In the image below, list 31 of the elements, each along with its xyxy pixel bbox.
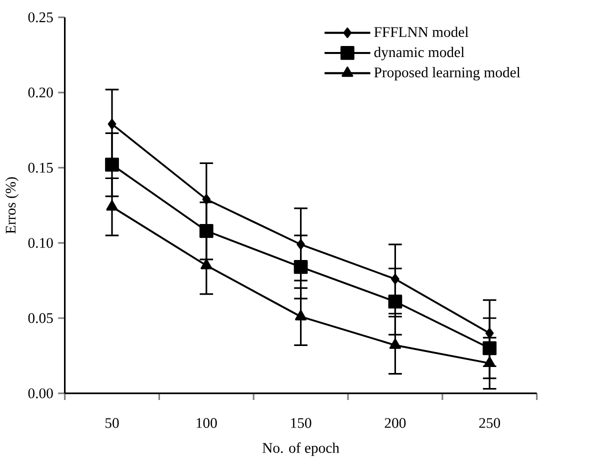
x-tick-label: 200 bbox=[384, 418, 406, 428]
point bbox=[484, 356, 496, 367]
y-tick-label: 0.25 bbox=[28, 12, 53, 22]
legend-label: FFFLNN model bbox=[374, 26, 468, 38]
point bbox=[388, 294, 402, 309]
x-tick-label: 250 bbox=[479, 418, 500, 428]
x-axis-title: No. of epoch bbox=[262, 442, 340, 456]
legend-label: Proposed learning model bbox=[374, 67, 520, 80]
point bbox=[295, 310, 307, 320]
y-tick-label: 0.05 bbox=[28, 313, 53, 324]
point bbox=[391, 274, 400, 284]
point bbox=[200, 258, 212, 270]
legend-label: dynamic model bbox=[374, 46, 464, 60]
point bbox=[105, 158, 119, 172]
x-tick-label: 50 bbox=[106, 418, 119, 428]
point bbox=[199, 224, 214, 238]
point bbox=[108, 118, 116, 130]
point bbox=[389, 338, 401, 349]
y-tick-label: 0.15 bbox=[28, 162, 53, 173]
point bbox=[296, 239, 305, 250]
y-axis-title: Erros (%) bbox=[5, 177, 19, 234]
point bbox=[482, 341, 497, 356]
y-tick-label: 0.10 bbox=[28, 238, 53, 248]
point bbox=[294, 260, 308, 274]
point bbox=[485, 328, 494, 338]
y-tick-label: 0.00 bbox=[28, 388, 53, 398]
point bbox=[202, 194, 211, 205]
x-tick-label: 150 bbox=[291, 418, 312, 428]
x-tick-label: 100 bbox=[196, 418, 217, 428]
point bbox=[106, 200, 118, 211]
y-tick-label: 0.20 bbox=[28, 88, 53, 98]
